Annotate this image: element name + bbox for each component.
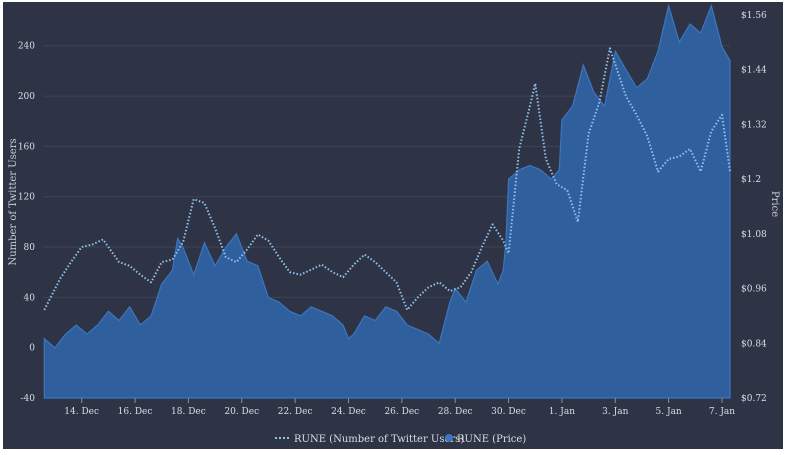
legend-label-price: RUNE (Price) bbox=[457, 434, 526, 445]
y-left-tick-label: 40 bbox=[24, 293, 36, 303]
x-tick-label: 5. Jan bbox=[656, 407, 682, 417]
x-tick-label: 24. Dec bbox=[331, 407, 366, 417]
twitter-users-line-layer bbox=[43, 47, 731, 311]
y-right-tick-label: $0.72 bbox=[741, 394, 767, 404]
y-right-tick-label: $1.32 bbox=[741, 120, 767, 130]
y-left-axis-title: Number of Twitter Users bbox=[8, 138, 19, 265]
y-left-tick-label: 240 bbox=[18, 42, 35, 52]
y-left-tick-label: 0 bbox=[29, 344, 35, 354]
right-axis-ticks: $0.72 $0.84 $0.96 $1.08 $1.2 $1.32 $1.44 $1.56 bbox=[741, 11, 767, 404]
x-tick-label: 7. Jan bbox=[709, 407, 735, 417]
x-tick-label: 30. Dec bbox=[491, 407, 526, 417]
x-tick-label: 14. Dec bbox=[64, 407, 99, 417]
legend-dot-swatch bbox=[445, 434, 453, 442]
legend[interactable]: RUNE (Number of Twitter Users) RUNE (Pri… bbox=[275, 434, 526, 445]
y-left-tick-label: -40 bbox=[21, 394, 36, 404]
chart-panel: -40 0 40 80 120 160 200 240 $0.72 $0.84 $0.96 $1.0… bbox=[3, 2, 783, 449]
y-right-axis-title: Price bbox=[769, 191, 780, 217]
y-right-tick-label: $0.96 bbox=[741, 285, 767, 295]
y-left-tick-label: 160 bbox=[18, 142, 35, 152]
y-right-tick-label: $1.2 bbox=[741, 175, 761, 185]
y-right-tick-label: $1.44 bbox=[741, 66, 767, 76]
legend-label-twitter-users: RUNE (Number of Twitter Users) bbox=[294, 434, 464, 445]
x-tick-label: 16. Dec bbox=[118, 407, 153, 417]
x-tick-label: 1. Jan bbox=[549, 407, 575, 417]
x-tick-label: 3. Jan bbox=[602, 407, 628, 417]
x-tick-label: 18. Dec bbox=[171, 407, 206, 417]
legend-item-price[interactable]: RUNE (Price) bbox=[445, 434, 526, 445]
x-tick-label: 20. Dec bbox=[224, 407, 259, 417]
chart: -40 0 40 80 120 160 200 240 $0.72 $0.84 $0.96 $1.0… bbox=[8, 3, 780, 445]
y-right-tick-label: $0.84 bbox=[741, 339, 767, 349]
price-area-layer bbox=[43, 3, 731, 399]
y-left-tick-label: 200 bbox=[18, 92, 35, 102]
x-tick-label: 28. Dec bbox=[438, 407, 473, 417]
y-left-tick-label: 80 bbox=[24, 243, 36, 253]
y-right-tick-label: $1.56 bbox=[741, 11, 767, 21]
x-axis-ticks: 14. Dec 16. Dec 18. Dec 20. Dec 22. Dec 24. D… bbox=[64, 398, 735, 417]
left-axis-ticks: -40 0 40 80 120 160 200 240 bbox=[18, 42, 35, 404]
price-area[interactable] bbox=[43, 3, 731, 399]
y-right-tick-label: $1.08 bbox=[741, 230, 767, 240]
x-tick-label: 22. Dec bbox=[278, 407, 313, 417]
x-tick-label: 26. Dec bbox=[384, 407, 419, 417]
legend-item-twitter-users[interactable]: RUNE (Number of Twitter Users) bbox=[275, 434, 464, 445]
twitter-users-line[interactable] bbox=[43, 47, 731, 311]
y-left-tick-label: 120 bbox=[18, 193, 35, 203]
